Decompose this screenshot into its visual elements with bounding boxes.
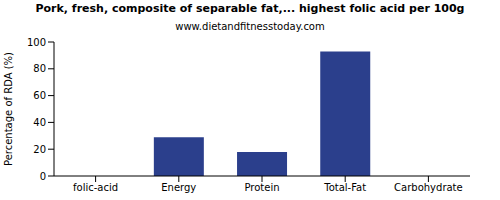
svg-text:Protein: Protein bbox=[244, 182, 279, 193]
html-text:www.dietandfitnesstoday.com: www.dietandfitnesstoday.com bbox=[175, 21, 325, 32]
svg-text:60: 60 bbox=[33, 90, 46, 101]
svg-text:40: 40 bbox=[33, 117, 46, 128]
svg-text:0: 0 bbox=[40, 171, 46, 182]
svg-text:20: 20 bbox=[33, 144, 46, 155]
svg-text:100: 100 bbox=[27, 37, 46, 48]
html-text:Pork, fresh, composite of sepa: Pork, fresh, composite of separable fat,… bbox=[35, 2, 465, 15]
svg-text:Percentage of RDA (%): Percentage of RDA (%) bbox=[8, 52, 14, 166]
svg-text:Carbohydrate: Carbohydrate bbox=[394, 182, 463, 193]
svg-text:folic-acid: folic-acid bbox=[73, 182, 118, 193]
svg-text:Energy: Energy bbox=[161, 182, 196, 193]
svg-text:80: 80 bbox=[33, 63, 46, 74]
svg-text:Total-Fat: Total-Fat bbox=[323, 182, 366, 193]
